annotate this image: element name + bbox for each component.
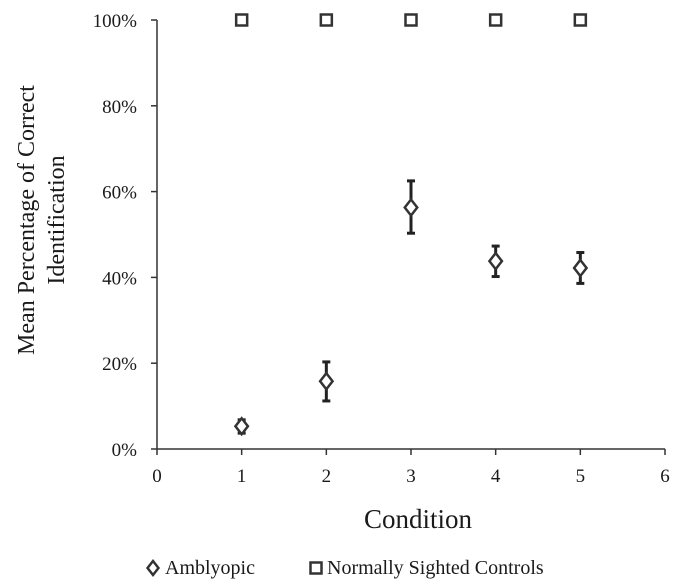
x-axis-ticks: 0 1 2 3 4 5 6 (152, 449, 670, 487)
y-axis-title-line-2: Identification (44, 155, 70, 284)
x-tick-label: 4 (491, 466, 501, 487)
x-tick-label: 1 (237, 466, 247, 487)
y-tick-label: 20% (102, 354, 137, 375)
y-tick-label: 40% (102, 268, 137, 289)
legend-label-controls: Normally Sighted Controls (327, 557, 544, 579)
x-tick-label: 6 (660, 466, 670, 487)
y-axis-title-line-1: Mean Percentage of Correct (14, 85, 40, 355)
legend-square-icon (309, 561, 323, 575)
data-marks (233, 13, 589, 437)
x-axis-title: Condition (364, 504, 473, 534)
x-tick-label: 0 (152, 466, 162, 487)
y-axis-title: Mean Percentage of Correct Identificatio… (14, 85, 70, 355)
control-point (319, 13, 334, 27)
y-tick-label: 100% (93, 11, 138, 32)
x-tick-label: 3 (406, 466, 416, 487)
amblyopic-point (487, 251, 504, 272)
legend-diamond-icon (145, 558, 161, 578)
x-tick-label: 2 (322, 466, 332, 487)
control-point (488, 13, 503, 27)
control-point (573, 13, 588, 27)
amblyopic-point (403, 197, 419, 218)
amblyopic-point (572, 257, 589, 278)
legend: Amblyopic Normally Sighted Controls (145, 557, 544, 579)
y-tick-label: 80% (102, 97, 137, 118)
y-tick-label: 60% (102, 183, 137, 204)
control-point (234, 13, 249, 27)
legend-label-amblyopic: Amblyopic (165, 557, 255, 579)
y-tick-label: 0% (112, 440, 138, 461)
control-point (404, 13, 418, 27)
x-tick-label: 5 (576, 466, 586, 487)
amblyopic-point (318, 371, 335, 392)
amblyopic-point (233, 416, 250, 437)
y-axis-ticks: 0% 20% 40% 60% 80% 100% (93, 11, 157, 461)
